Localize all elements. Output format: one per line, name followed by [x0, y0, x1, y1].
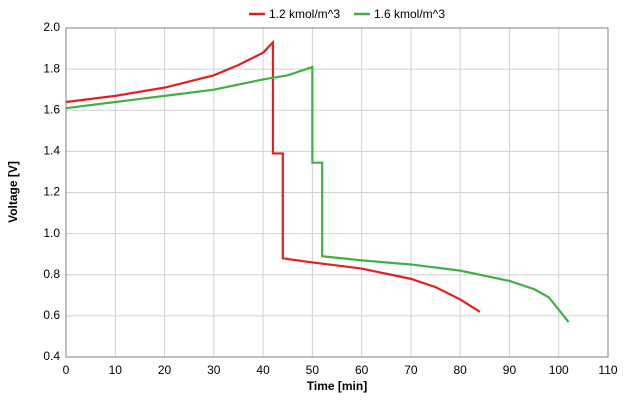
y-tick-label: 2.0	[43, 20, 60, 34]
data-line	[65, 65, 570, 323]
y-tick-label: 1.2	[43, 185, 60, 199]
legend-label: 1.6 kmol/m^3	[374, 7, 445, 21]
x-tick-label: 30	[207, 363, 221, 377]
y-tick-label: 0.8	[43, 267, 60, 281]
plot-frame	[65, 27, 609, 358]
x-tick-label: 10	[109, 363, 123, 377]
y-tick-label: 1.0	[43, 226, 60, 240]
y-tick-label: 0.6	[43, 308, 60, 322]
x-tick-label: 20	[158, 363, 172, 377]
x-tick-label: 70	[404, 363, 418, 377]
x-tick-label: 90	[503, 363, 517, 377]
x-tick-label: 50	[306, 363, 320, 377]
x-tick-label: 0	[63, 363, 70, 377]
legend-label: 1.2 kmol/m^3	[269, 7, 340, 21]
data-line	[65, 39, 481, 313]
x-axis-label: Time [min]	[307, 379, 367, 393]
y-tick-label: 0.4	[43, 349, 60, 363]
x-tick-label: 40	[256, 363, 270, 377]
y-tick-label: 1.6	[43, 102, 60, 116]
x-tick-label: 60	[355, 363, 369, 377]
y-tick-label: 1.8	[43, 61, 60, 75]
y-axis-label: Voltage [V]	[6, 161, 20, 223]
x-tick-label: 80	[454, 363, 468, 377]
x-tick-label: 110	[598, 363, 617, 377]
y-tick-label: 1.4	[43, 144, 60, 158]
x-tick-label: 100	[549, 363, 569, 377]
